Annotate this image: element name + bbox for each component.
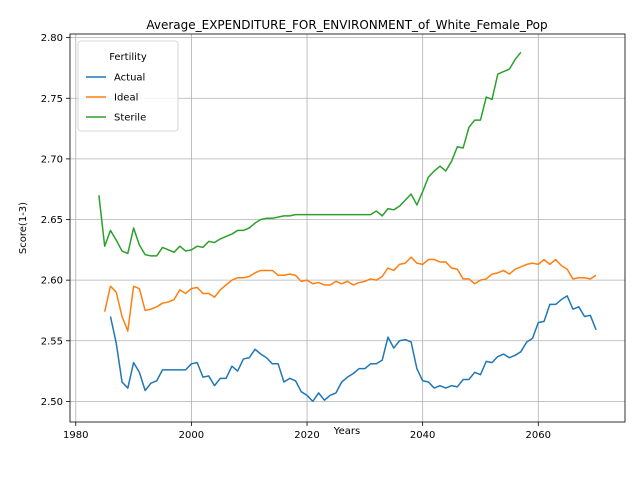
x-tick-label: 2060 (526, 430, 551, 441)
x-axis: 1980 2000 2020 2040 2060 (63, 422, 551, 441)
x-tick-label: 2000 (179, 430, 204, 441)
x-tick-label: 2020 (294, 430, 319, 441)
legend-label-sterile: Sterile (114, 113, 146, 124)
legend-label-actual: Actual (114, 73, 145, 84)
series-line-actual (109, 295, 597, 403)
legend-box (77, 40, 179, 132)
y-axis: 2.50 2.55 2.60 2.65 2.70 2.75 2.80 (41, 33, 70, 408)
y-tick-label: 2.75 (41, 94, 63, 105)
x-axis-title: Years (333, 426, 360, 437)
y-tick-label: 2.55 (41, 336, 63, 347)
series-layer (98, 51, 597, 403)
plot-frame (69, 33, 626, 423)
y-tick-label: 2.60 (41, 276, 63, 287)
y-tick-label: 2.80 (41, 33, 63, 44)
legend-entries: Actual Ideal Sterile (86, 73, 146, 124)
x-tick-label: 2040 (410, 430, 435, 441)
x-tick-label: 1980 (63, 430, 88, 441)
grid (70, 34, 625, 422)
y-axis-title: Score(1-3) (18, 202, 29, 254)
legend: Fertility Actual Ideal Sterile (77, 40, 179, 132)
y-tick-label: 2.70 (41, 154, 63, 165)
y-tick-label: 2.50 (41, 397, 63, 408)
chart-title: Average_EXPENDITURE_FOR_ENVIRONMENT_of_W… (146, 18, 547, 32)
legend-title: Fertility (109, 52, 147, 63)
legend-label-ideal: Ideal (114, 93, 138, 104)
series-line-sterile (98, 51, 522, 257)
y-tick-label: 2.65 (41, 215, 63, 226)
series-line-ideal (103, 256, 597, 332)
